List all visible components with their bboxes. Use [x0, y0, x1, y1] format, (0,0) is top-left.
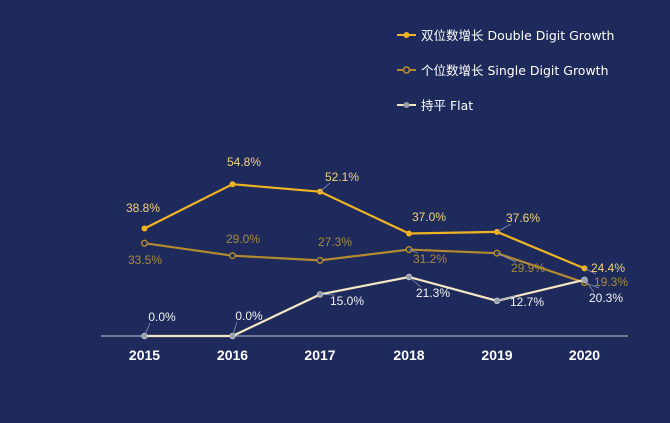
label-leader-line [584, 268, 597, 275]
label-leader-line [496, 252, 517, 263]
legend-label-single-digit: 个位数增长 Single Digit Growth [421, 63, 609, 78]
data-label-double-digit: 37.0% [412, 210, 446, 224]
data-label-double-digit: 52.1% [325, 170, 359, 184]
label-leader-line [496, 223, 512, 233]
label-leader-line [408, 249, 419, 254]
x-tick-label: 2015 [129, 347, 160, 363]
label-leader-line [408, 276, 422, 288]
label-leader-line [319, 294, 336, 296]
data-label-flat: 15.0% [330, 294, 364, 308]
label-leader-line [319, 182, 331, 192]
data-point-double-digit[interactable] [406, 230, 412, 237]
x-tick-label: 2018 [393, 347, 424, 363]
legend-item-flat[interactable]: 持平 Flat [397, 98, 473, 113]
data-label-double-digit: 37.6% [506, 211, 540, 225]
x-tick-label: 2016 [217, 347, 248, 363]
legend-label-flat: 持平 Flat [421, 98, 473, 113]
label-leader-line [584, 279, 595, 293]
data-point-single-digit[interactable] [228, 252, 237, 260]
legend-label-double-digit: 双位数增长 Double Digit Growth [421, 28, 614, 43]
legend-item-single-digit[interactable]: 个位数增长 Single Digit Growth [397, 63, 609, 78]
data-label-flat: 20.3% [589, 291, 623, 305]
data-label-single-digit: 31.2% [413, 252, 447, 266]
data-label-single-digit: 29.9% [511, 261, 545, 275]
legend-item-double-digit[interactable]: 双位数增长 Double Digit Growth [397, 28, 614, 43]
data-label-single-digit: 29.0% [226, 232, 260, 246]
x-tick-label: 2017 [304, 347, 335, 363]
data-point-double-digit[interactable] [229, 181, 236, 188]
series-line-single-digit [144, 242, 585, 284]
data-label-single-digit: 33.5% [128, 253, 162, 267]
data-label-flat: 12.7% [510, 295, 544, 309]
legend: 双位数增长 Double Digit Growth 个位数增长 Single D… [397, 28, 614, 113]
data-label-single-digit: 27.3% [318, 235, 352, 249]
data-label-double-digit: 54.8% [227, 155, 261, 169]
data-label-flat: 21.3% [416, 286, 450, 300]
data-point-flat[interactable] [493, 297, 501, 305]
label-leader-line [496, 295, 516, 302]
x-axis-ticks: 2015 2016 2017 2018 2019 2020 [129, 347, 600, 363]
plot-area: 33.5% 29.0% 27.3% 31.2% 29.9% 19.3% 0.0% 0.0% 15… [126, 155, 628, 340]
data-label-double-digit: 24.4% [591, 261, 625, 275]
data-label-flat: 0.0% [235, 309, 263, 323]
x-tick-label: 2019 [481, 347, 512, 363]
label-leader-line [144, 322, 151, 337]
data-point-double-digit[interactable] [141, 225, 148, 232]
data-label-single-digit: 19.3% [594, 275, 628, 289]
data-label-double-digit: 38.8% [126, 201, 160, 215]
data-label-flat: 0.0% [148, 310, 176, 324]
data-point-single-digit[interactable] [316, 256, 324, 264]
x-tick-label: 2020 [569, 347, 600, 363]
series-line-double-digit [144, 183, 585, 270]
label-leader-line [232, 321, 238, 337]
data-point-single-digit[interactable] [140, 239, 149, 247]
